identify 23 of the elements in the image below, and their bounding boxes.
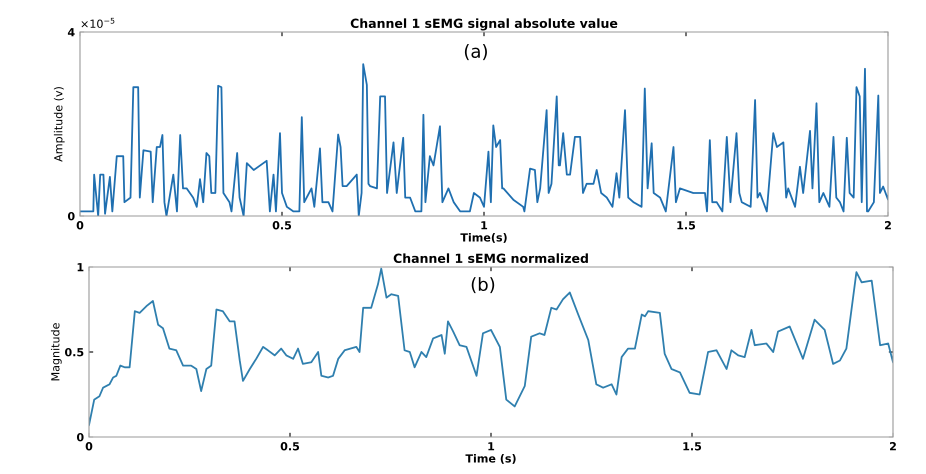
chart-title: Channel 1 sEMG signal absolute value	[350, 18, 618, 31]
y-tick-label: 0	[68, 212, 75, 220]
x-tick-label: 0.5	[272, 221, 292, 230]
x-tick-label: 1.5	[677, 221, 696, 230]
x-tick-label: 1	[481, 221, 488, 230]
text: ×10$^{−5}$	[82, 18, 114, 28]
y-tick-label: 0.5	[64, 348, 84, 356]
y-tick-label: 4	[68, 28, 75, 36]
x-tick-label: 2	[890, 442, 896, 450]
x-tick-label: 2	[885, 221, 891, 230]
x-axis-title: Time(s)	[460, 233, 507, 243]
x-axis-title: Time (s)	[465, 454, 516, 464]
chart-title: Channel 1 sEMG normalized	[394, 253, 588, 264]
x-tick-label: 1	[488, 442, 494, 450]
annotation: (a)	[464, 44, 487, 60]
annotation: (b)	[472, 277, 494, 294]
x-tick-label: 0	[86, 442, 92, 450]
x-tick-label: 0.5	[280, 442, 300, 450]
y-tick-label: 0	[76, 432, 84, 442]
y-axis-title: Amplitude (v)	[54, 87, 65, 162]
y-axis-title: Magnitude	[50, 323, 62, 380]
y-tick-label: 1	[78, 263, 84, 272]
x-tick-label: 1.5	[683, 442, 702, 450]
